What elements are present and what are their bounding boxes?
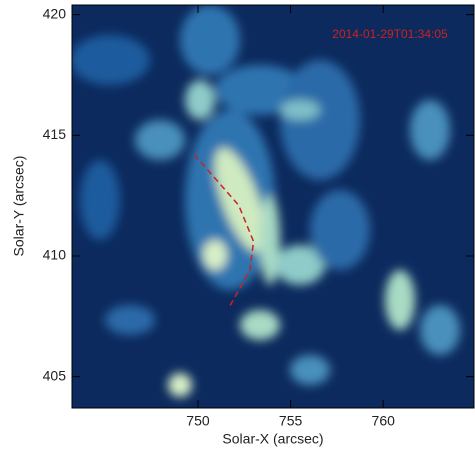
x-tick-label: 760 [372,413,396,429]
y-axis-label: Solar-Y (arcsec) [11,156,27,257]
x-tick-label: 755 [279,413,303,429]
dashed-curve [193,154,255,308]
y-tick-label: 405 [43,367,67,383]
x-tick-label: 750 [186,413,210,429]
solar-image [72,5,474,408]
plot-frame [71,4,475,409]
timestamp: 2014-01-29T01:34:05 [332,27,448,41]
x-axis-label: Solar-X (arcsec) [222,431,323,447]
y-tick-label: 420 [43,5,67,21]
y-tick-label: 415 [43,126,67,142]
y-tick-label: 410 [43,247,67,263]
